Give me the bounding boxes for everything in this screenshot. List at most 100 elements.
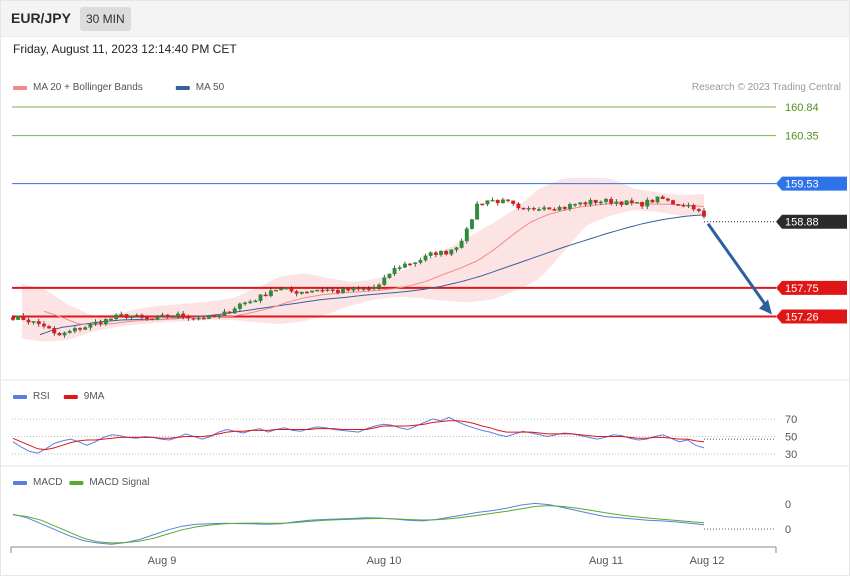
price-legend-label: MA 20 + Bollinger Bands [33, 82, 143, 93]
candle-up [284, 287, 289, 290]
candle-up [232, 308, 237, 314]
candle-down [47, 326, 52, 329]
candle-up [109, 318, 113, 321]
rsi-series-9ma [12, 420, 705, 451]
candle-down [52, 328, 57, 334]
candle-up [392, 267, 397, 275]
candle-up [207, 315, 211, 319]
candle-up [119, 314, 124, 316]
level-tag-pivot [776, 176, 847, 191]
candle-up [88, 323, 93, 328]
candle-up [500, 199, 505, 204]
candle-down [547, 207, 552, 210]
candle-down [346, 288, 351, 291]
candle-up [387, 273, 392, 278]
ma20-line [43, 202, 705, 326]
candle-down [495, 199, 500, 204]
candle-up [258, 294, 263, 301]
level-tag-support [776, 280, 847, 295]
forecast-arrow-shaft [706, 222, 768, 307]
macd-series-macd [12, 502, 705, 545]
candle-up [449, 249, 454, 255]
candle-up [567, 204, 572, 209]
candle-up [129, 315, 134, 319]
level-label: 157.26 [785, 312, 819, 324]
candle-up [279, 288, 284, 291]
candle-down [696, 209, 701, 212]
candle-up [686, 204, 691, 207]
candle-up [176, 313, 180, 317]
candle-up [573, 203, 578, 206]
candle-up [268, 290, 273, 297]
candle-down [702, 210, 706, 217]
candle-up [537, 209, 541, 211]
price-legend-label: MA 50 [196, 82, 225, 93]
candle-down [227, 311, 232, 314]
candle-down [511, 200, 516, 204]
candle-up [418, 260, 423, 263]
candle-down [408, 263, 413, 266]
candle-down [366, 288, 371, 290]
candle-down [289, 287, 294, 292]
candle-up [196, 317, 201, 320]
candle-down [201, 317, 206, 320]
candle-down [691, 204, 696, 210]
macd-legend-label: MACD Signal [89, 477, 149, 488]
bollinger-band [22, 177, 704, 342]
candle-up [598, 201, 603, 204]
candle-up [526, 207, 531, 210]
timeframe-button[interactable]: 30 MIN [80, 7, 131, 31]
level-label: 157.75 [785, 283, 819, 295]
candle-down [676, 204, 681, 206]
macd-legend-swatch [69, 481, 84, 485]
candle-up [377, 284, 382, 288]
candle-up [635, 201, 639, 204]
candle-down [186, 316, 191, 319]
candle-down [609, 198, 614, 204]
candle-down [480, 203, 485, 206]
candle-down [583, 202, 588, 205]
macd-series-signal [12, 505, 705, 544]
macd-tick-label: 0 [785, 499, 791, 511]
candle-up [439, 250, 443, 255]
candle-down [552, 209, 557, 211]
candle-up [464, 228, 469, 242]
candle-down [41, 323, 46, 327]
candle-up [243, 302, 248, 305]
candle-down [671, 200, 676, 205]
candle-up [315, 289, 320, 292]
candle-down [124, 314, 129, 319]
candle-up [83, 327, 88, 330]
level-label: 160.84 [785, 102, 819, 114]
candle-down [320, 289, 325, 292]
macd-legend-label: MACD [33, 477, 62, 488]
candle-down [78, 328, 82, 330]
candle-down [145, 317, 150, 320]
candle-up [645, 199, 650, 207]
candle-up [655, 196, 660, 203]
level-label: 158.88 [785, 217, 819, 229]
level-tag-last [776, 214, 847, 229]
symbol-label: EUR/JPY [11, 10, 71, 26]
candle-up [428, 252, 433, 256]
candle-down [139, 314, 144, 318]
candle-down [640, 201, 645, 207]
copyright-text: Research © 2023 Trading Central [692, 82, 841, 93]
rsi-tick-label: 70 [785, 414, 797, 426]
candle-up [155, 316, 160, 320]
candle-up [490, 199, 495, 202]
candle-up [103, 318, 108, 324]
level-tag-support [776, 309, 847, 324]
candle-down [26, 319, 31, 323]
candle-down [304, 291, 309, 294]
candle-up [578, 202, 583, 205]
time-axis-label: Aug 10 [367, 555, 402, 567]
macd-tick-label: 0 [785, 524, 791, 536]
candle-up [485, 200, 490, 205]
candle-up [253, 300, 258, 303]
candle-up [588, 199, 593, 205]
candle-up [72, 328, 77, 332]
candle-down [57, 333, 62, 336]
candle-up [310, 290, 315, 293]
